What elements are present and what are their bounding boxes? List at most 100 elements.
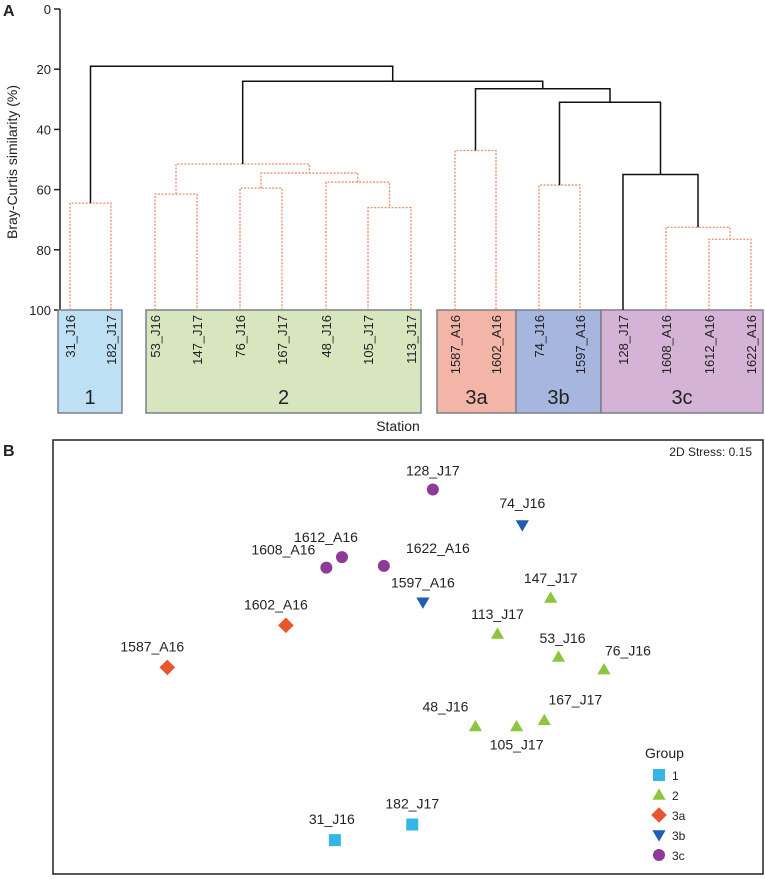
point-label-128_J17: 128_J17 bbox=[406, 462, 460, 478]
dendrogram-link-m3a bbox=[454, 149, 497, 310]
dendrogram-link-m2c bbox=[325, 181, 391, 310]
y-tick-label: 0 bbox=[44, 2, 51, 17]
dendrogram-links bbox=[69, 65, 752, 310]
point-label-113_J17: 113_J17 bbox=[471, 606, 524, 622]
station-label-167_J17: 167_J17 bbox=[275, 315, 290, 365]
station-label-76_J16: 76_J16 bbox=[233, 315, 248, 358]
point-48_J16 bbox=[468, 719, 483, 732]
point-105_J17 bbox=[510, 719, 524, 732]
legend-marker-2 bbox=[652, 788, 666, 800]
point-76_J16 bbox=[597, 662, 611, 675]
dendrogram-y-axis: 0 20 40 60 80 100 bbox=[29, 2, 61, 318]
group-label-3b: 3b bbox=[547, 387, 569, 409]
dendrogram-station-labels: 31_J16 182_J17 53_J16 147_J17 76_J16 167_J17 4… bbox=[63, 315, 759, 374]
dendrogram-y-axis-label: Bray-Curtis similarity (%) bbox=[4, 85, 20, 239]
dendrogram-link-m3c bbox=[622, 173, 699, 310]
dendrogram-link-m2b bbox=[367, 207, 412, 310]
point-1608_A16 bbox=[320, 561, 333, 574]
legend-title: Group bbox=[645, 745, 684, 761]
dendrogram-link-m2d bbox=[239, 187, 283, 310]
dendrogram-link-root bbox=[89, 65, 394, 204]
group-box-3a bbox=[436, 309, 517, 414]
point-label-1612_A16: 1612_A16 bbox=[294, 529, 358, 545]
dendrogram-group-boxes: 1 2 3a 3b 3c bbox=[57, 309, 764, 414]
group-box-2 bbox=[145, 309, 422, 414]
point-31_J16 bbox=[328, 834, 341, 847]
dendrogram-link-m2 bbox=[175, 163, 311, 195]
station-label-128_J17: 128_J17 bbox=[616, 315, 631, 365]
point-1597_A16 bbox=[416, 597, 430, 609]
point-label-1622_A16: 1622_A16 bbox=[406, 540, 470, 556]
point-label-105_J17: 105_J17 bbox=[490, 736, 544, 752]
station-label-1597_A16: 1597_A16 bbox=[573, 315, 588, 374]
group-box-1 bbox=[57, 309, 123, 414]
point-74_J16 bbox=[515, 520, 529, 532]
point-128_J17 bbox=[426, 483, 439, 496]
legend-marker-1 bbox=[653, 769, 665, 781]
group-label-3a: 3a bbox=[465, 387, 488, 409]
point-label-1608_A16: 1608_A16 bbox=[251, 542, 315, 558]
legend-label-3a: 3a bbox=[672, 809, 686, 823]
point-1622_A16 bbox=[377, 559, 390, 572]
legend-marker-3b bbox=[652, 830, 666, 842]
point-label-1602_A16: 1602_A16 bbox=[244, 596, 308, 612]
station-label-1602_A16: 1602_A16 bbox=[489, 315, 504, 374]
dendrogram-link-m23 bbox=[241, 80, 544, 165]
point-167_J17 bbox=[537, 713, 551, 726]
point-label-76_J16: 76_J16 bbox=[605, 643, 651, 659]
y-tick-label: 100 bbox=[29, 303, 51, 318]
group-label-3c: 3c bbox=[671, 387, 692, 409]
point-label-1597_A16: 1597_A16 bbox=[391, 574, 455, 590]
group-label-1: 1 bbox=[84, 387, 95, 409]
station-label-48_J16: 48_J16 bbox=[319, 315, 334, 358]
legend-marker-3a bbox=[651, 807, 667, 823]
legend-label-3b: 3b bbox=[672, 829, 686, 843]
point-label-48_J16: 48_J16 bbox=[422, 698, 468, 714]
point-label-182_J17: 182_J17 bbox=[385, 796, 439, 812]
station-label-1608_A16: 1608_A16 bbox=[659, 315, 674, 374]
station-label-1587_A16: 1587_A16 bbox=[448, 315, 463, 374]
point-label-1587_A16: 1587_A16 bbox=[120, 638, 184, 654]
station-label-105_J17: 105_J17 bbox=[361, 315, 376, 365]
station-label-74_J16: 74_J16 bbox=[532, 315, 547, 358]
dendrogram-link-m2e bbox=[260, 172, 359, 189]
legend-label-1: 1 bbox=[672, 769, 679, 783]
point-label-31_J16: 31_J16 bbox=[309, 811, 355, 827]
point-53_J16 bbox=[551, 650, 566, 662]
y-tick-label: 60 bbox=[37, 183, 51, 198]
point-182_J17 bbox=[406, 818, 419, 831]
point-1602_A16 bbox=[278, 617, 294, 634]
point-label-53_J16: 53_J16 bbox=[540, 630, 586, 646]
mds-stress-label: 2D Stress: 0.15 bbox=[669, 445, 752, 459]
station-label-1612_A16: 1612_A16 bbox=[702, 315, 717, 374]
point-label-74_J16: 74_J16 bbox=[499, 495, 545, 511]
point-113_J17 bbox=[490, 627, 505, 639]
dendrogram-link-m3c1 bbox=[708, 238, 752, 310]
point-1587_A16 bbox=[159, 659, 176, 676]
group-box-3b bbox=[515, 309, 602, 414]
dendrogram-link-m3 bbox=[474, 88, 611, 151]
y-tick-label: 40 bbox=[37, 122, 51, 137]
dendrogram-link-m3bc bbox=[558, 101, 662, 186]
station-label-147_J17: 147_J17 bbox=[190, 315, 205, 365]
point-1612_A16 bbox=[335, 551, 348, 564]
dendrogram-link-m1 bbox=[69, 202, 112, 310]
dendrogram-link-m3b bbox=[538, 184, 581, 310]
station-label-182_J17: 182_J17 bbox=[104, 315, 119, 365]
legend-marker-3c bbox=[653, 849, 665, 861]
y-tick-label: 80 bbox=[37, 243, 51, 258]
panel-a-label: A bbox=[3, 3, 15, 20]
mds-plot-frame bbox=[52, 439, 764, 875]
group-box-3c bbox=[600, 309, 764, 414]
y-tick-label: 20 bbox=[37, 62, 51, 77]
station-label-1622_A16: 1622_A16 bbox=[744, 315, 759, 374]
station-label-31_J16: 31_J16 bbox=[63, 315, 78, 358]
point-147_J17 bbox=[544, 591, 558, 603]
legend-label-3c: 3c bbox=[672, 849, 685, 863]
group-label-2: 2 bbox=[278, 387, 289, 409]
station-label-53_J16: 53_J16 bbox=[148, 315, 163, 358]
station-label-113_J17: 113_J17 bbox=[404, 315, 419, 364]
dendrogram-x-axis-label: Station bbox=[376, 418, 420, 434]
